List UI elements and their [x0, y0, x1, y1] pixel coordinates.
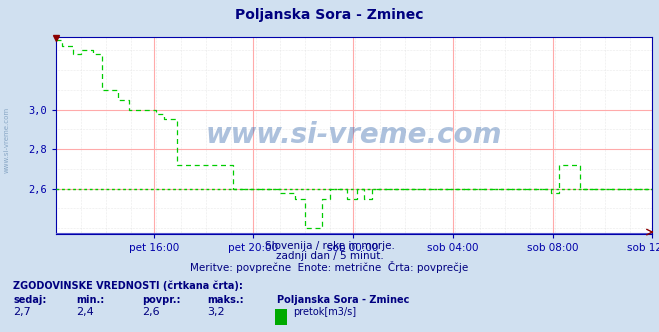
Text: 2,4: 2,4 [76, 307, 94, 317]
Text: sedaj:: sedaj: [13, 295, 47, 305]
Text: 2,6: 2,6 [142, 307, 159, 317]
Text: povpr.:: povpr.: [142, 295, 180, 305]
Text: 3,2: 3,2 [208, 307, 225, 317]
Text: pretok[m3/s]: pretok[m3/s] [293, 307, 357, 317]
Text: 2,7: 2,7 [13, 307, 31, 317]
Text: Poljanska Sora - Zminec: Poljanska Sora - Zminec [235, 8, 424, 22]
Text: maks.:: maks.: [208, 295, 244, 305]
Text: Poljanska Sora - Zminec: Poljanska Sora - Zminec [277, 295, 409, 305]
Text: www.si-vreme.com: www.si-vreme.com [3, 106, 9, 173]
Text: Meritve: povprečne  Enote: metrične  Črta: povprečje: Meritve: povprečne Enote: metrične Črta:… [190, 261, 469, 273]
Text: Slovenija / reke in morje.: Slovenija / reke in morje. [264, 241, 395, 251]
Text: min.:: min.: [76, 295, 104, 305]
Text: ZGODOVINSKE VREDNOSTI (črtkana črta):: ZGODOVINSKE VREDNOSTI (črtkana črta): [13, 281, 243, 291]
Text: zadnji dan / 5 minut.: zadnji dan / 5 minut. [275, 251, 384, 261]
Text: www.si-vreme.com: www.si-vreme.com [206, 121, 502, 149]
